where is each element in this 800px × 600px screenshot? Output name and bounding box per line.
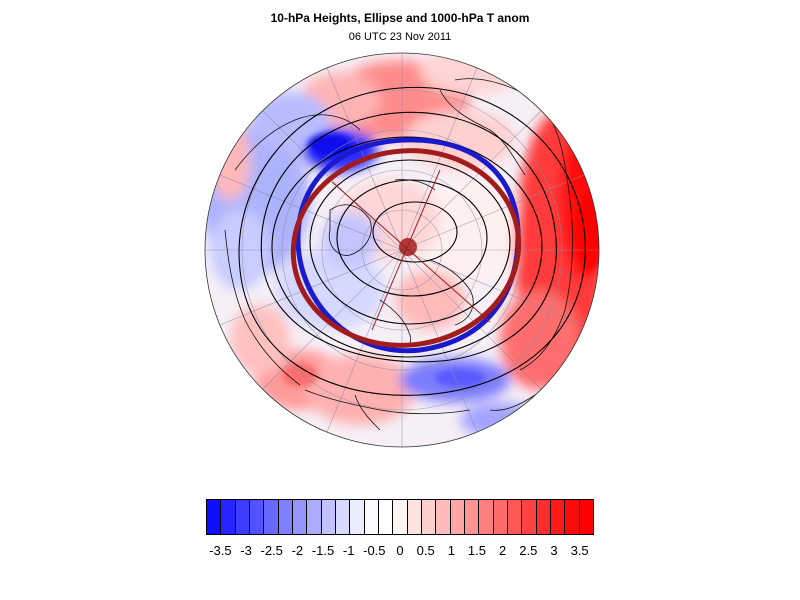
colorbar-swatch [264, 500, 279, 534]
colorbar-tick-label: -2 [291, 543, 304, 558]
colorbar-tick-label: -3 [240, 543, 252, 558]
colorbar-swatch [393, 500, 408, 534]
colorbar-swatch [278, 500, 293, 534]
colorbar-swatch [350, 500, 365, 534]
colorbar-tick-label: 3 [550, 543, 558, 558]
colorbar-tick-label: -3.5 [209, 543, 232, 558]
colorbar-tick-label: 0 [396, 543, 404, 558]
colorbar-swatch [292, 500, 308, 534]
colorbar-swatch [565, 500, 580, 534]
colorbar-tick-labels: -3.5 -3 -2.5 -2 -1.5 -1 -0.5 0 0.5 1 1.5 2 2.5 3 3.5 [0, 543, 800, 563]
colorbar-swatch [221, 500, 236, 534]
colorbar-tick-label: 3.5 [570, 543, 589, 558]
colorbar-swatch [421, 500, 437, 534]
colorbar-swatch [450, 500, 465, 534]
colorbar-swatch [335, 500, 351, 534]
colorbar-tick-label: 1.5 [467, 543, 487, 558]
colorbar-tick-label: -1.5 [311, 543, 335, 558]
map-subtitle: 06 UTC 23 Nov 2011 [348, 31, 452, 43]
vortex-ellipse [290, 137, 522, 354]
colorbar-swatch [522, 500, 537, 534]
globe-outline [204, 52, 600, 448]
colorbar-tick-label: 1 [447, 543, 455, 558]
colorbar-swatch [507, 500, 523, 534]
colorbar-tick-label: -2.5 [260, 543, 283, 558]
colorbar-swatch [579, 500, 593, 534]
colorbar-tick-label: -1 [342, 543, 355, 558]
colorbar-swatch [378, 500, 394, 534]
colorbar-tick-label: 2 [499, 543, 507, 558]
colorbar-swatch [249, 500, 265, 534]
colorbar-swatch [493, 500, 508, 534]
colorbar-tick-label: -0.5 [363, 543, 386, 558]
map-title: 10-hPa Heights, Ellipse and 1000-hPa T a… [270, 11, 530, 25]
colorbar-tick-label: 2.5 [519, 543, 538, 558]
colorbar-swatch [550, 500, 566, 534]
coastlines [224, 78, 573, 431]
colorbar-swatch [321, 500, 336, 534]
colorbar-swatch [307, 500, 322, 534]
colorbar-swatch [207, 500, 222, 534]
colorbar-swatch [436, 500, 451, 534]
colorbar-swatch [464, 500, 480, 534]
colorbar-swatch [479, 500, 494, 534]
height-contours [238, 86, 586, 396]
colorbar-swatch [407, 500, 422, 534]
colorbar-tick-label: 0.5 [416, 543, 435, 558]
colorbar-swatch [235, 500, 250, 534]
colorbar-swatch [536, 500, 551, 534]
colorbar-swatch [364, 500, 379, 534]
colorbar [206, 499, 594, 535]
